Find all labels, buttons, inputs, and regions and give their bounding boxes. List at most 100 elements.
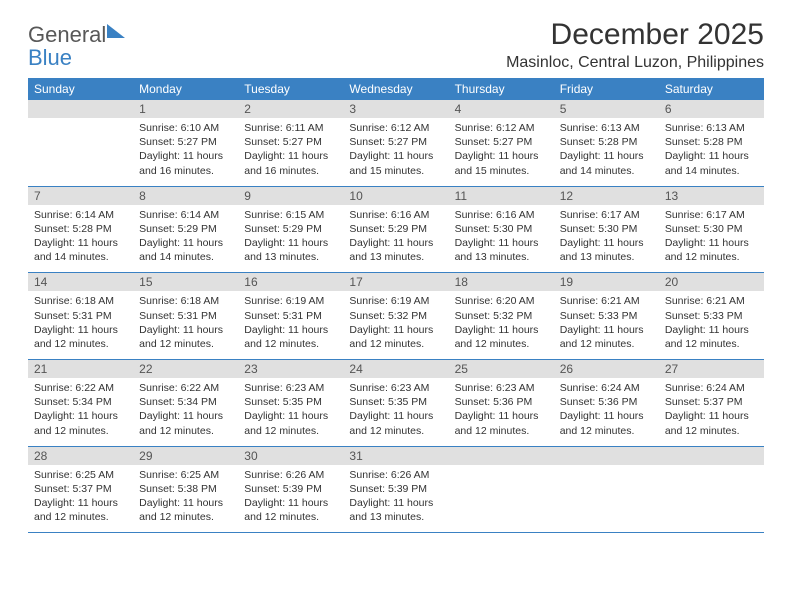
day-number: 22 xyxy=(133,360,238,378)
sunrise-text: Sunrise: 6:24 AM xyxy=(665,381,758,395)
sunrise-text: Sunrise: 6:17 AM xyxy=(665,208,758,222)
daylight-text: Daylight: 11 hours and 13 minutes. xyxy=(349,236,442,264)
day-cell: Sunrise: 6:24 AMSunset: 5:36 PMDaylight:… xyxy=(554,378,659,446)
sunset-text: Sunset: 5:28 PM xyxy=(665,135,758,149)
sunrise-text: Sunrise: 6:16 AM xyxy=(455,208,548,222)
sunset-text: Sunset: 5:30 PM xyxy=(455,222,548,236)
day-number: 18 xyxy=(449,273,554,291)
sunset-text: Sunset: 5:29 PM xyxy=(139,222,232,236)
sunrise-text: Sunrise: 6:21 AM xyxy=(665,294,758,308)
sunset-text: Sunset: 5:31 PM xyxy=(139,309,232,323)
sunrise-text: Sunrise: 6:10 AM xyxy=(139,121,232,135)
daylight-text: Daylight: 11 hours and 12 minutes. xyxy=(139,323,232,351)
sunrise-text: Sunrise: 6:19 AM xyxy=(244,294,337,308)
sunrise-text: Sunrise: 6:22 AM xyxy=(139,381,232,395)
daylight-text: Daylight: 11 hours and 15 minutes. xyxy=(349,149,442,177)
daylight-text: Daylight: 11 hours and 12 minutes. xyxy=(665,323,758,351)
sunrise-text: Sunrise: 6:13 AM xyxy=(560,121,653,135)
day-number: 30 xyxy=(238,447,343,465)
day-cell: Sunrise: 6:19 AMSunset: 5:31 PMDaylight:… xyxy=(238,291,343,359)
sunset-text: Sunset: 5:37 PM xyxy=(665,395,758,409)
sunrise-text: Sunrise: 6:26 AM xyxy=(244,468,337,482)
sunset-text: Sunset: 5:27 PM xyxy=(139,135,232,149)
day-number: 19 xyxy=(554,273,659,291)
day-number: 29 xyxy=(133,447,238,465)
day-cell: Sunrise: 6:16 AMSunset: 5:29 PMDaylight:… xyxy=(343,205,448,273)
day-number: 26 xyxy=(554,360,659,378)
day-number: 25 xyxy=(449,360,554,378)
day-number xyxy=(28,100,133,118)
sunrise-text: Sunrise: 6:25 AM xyxy=(139,468,232,482)
day-cell: Sunrise: 6:14 AMSunset: 5:28 PMDaylight:… xyxy=(28,205,133,273)
title-block: December 2025 Masinloc, Central Luzon, P… xyxy=(506,18,764,72)
day-cell: Sunrise: 6:22 AMSunset: 5:34 PMDaylight:… xyxy=(28,378,133,446)
day-number: 1 xyxy=(133,100,238,118)
daylight-text: Daylight: 11 hours and 16 minutes. xyxy=(244,149,337,177)
daylight-text: Daylight: 11 hours and 14 minutes. xyxy=(34,236,127,264)
day-number: 31 xyxy=(343,447,448,465)
logo: General Blue xyxy=(28,18,125,70)
day-cell: Sunrise: 6:26 AMSunset: 5:39 PMDaylight:… xyxy=(343,465,448,533)
sunrise-text: Sunrise: 6:12 AM xyxy=(455,121,548,135)
sunset-text: Sunset: 5:38 PM xyxy=(139,482,232,496)
day-cell: Sunrise: 6:16 AMSunset: 5:30 PMDaylight:… xyxy=(449,205,554,273)
sunrise-text: Sunrise: 6:12 AM xyxy=(349,121,442,135)
day-number: 9 xyxy=(238,187,343,205)
sunset-text: Sunset: 5:34 PM xyxy=(139,395,232,409)
logo-text-blue: Blue xyxy=(28,45,72,70)
sunrise-text: Sunrise: 6:19 AM xyxy=(349,294,442,308)
day-cell: Sunrise: 6:21 AMSunset: 5:33 PMDaylight:… xyxy=(659,291,764,359)
daylight-text: Daylight: 11 hours and 12 minutes. xyxy=(349,409,442,437)
day-number xyxy=(659,447,764,465)
sunrise-text: Sunrise: 6:23 AM xyxy=(349,381,442,395)
day-number xyxy=(449,447,554,465)
day-cell: Sunrise: 6:20 AMSunset: 5:32 PMDaylight:… xyxy=(449,291,554,359)
day-number-row: 78910111213 xyxy=(28,187,764,205)
day-cell: Sunrise: 6:13 AMSunset: 5:28 PMDaylight:… xyxy=(554,118,659,186)
weekday-sunday: Sunday xyxy=(28,78,133,100)
daylight-text: Daylight: 11 hours and 12 minutes. xyxy=(139,496,232,524)
daylight-text: Daylight: 11 hours and 12 minutes. xyxy=(34,323,127,351)
day-number: 23 xyxy=(238,360,343,378)
sunset-text: Sunset: 5:30 PM xyxy=(665,222,758,236)
daylight-text: Daylight: 11 hours and 12 minutes. xyxy=(34,496,127,524)
day-cell: Sunrise: 6:26 AMSunset: 5:39 PMDaylight:… xyxy=(238,465,343,533)
sunrise-text: Sunrise: 6:11 AM xyxy=(244,121,337,135)
daylight-text: Daylight: 11 hours and 12 minutes. xyxy=(244,496,337,524)
sunset-text: Sunset: 5:35 PM xyxy=(349,395,442,409)
day-number: 13 xyxy=(659,187,764,205)
weekday-friday: Friday xyxy=(554,78,659,100)
sunset-text: Sunset: 5:39 PM xyxy=(349,482,442,496)
day-cell: Sunrise: 6:10 AMSunset: 5:27 PMDaylight:… xyxy=(133,118,238,186)
day-number-row: 123456 xyxy=(28,100,764,118)
day-number: 7 xyxy=(28,187,133,205)
day-number: 20 xyxy=(659,273,764,291)
weeks-container: 123456Sunrise: 6:10 AMSunset: 5:27 PMDay… xyxy=(28,100,764,533)
month-title: December 2025 xyxy=(506,18,764,52)
daylight-text: Daylight: 11 hours and 12 minutes. xyxy=(455,323,548,351)
day-cell: Sunrise: 6:17 AMSunset: 5:30 PMDaylight:… xyxy=(659,205,764,273)
sunset-text: Sunset: 5:29 PM xyxy=(244,222,337,236)
weekday-tuesday: Tuesday xyxy=(238,78,343,100)
day-cell: Sunrise: 6:22 AMSunset: 5:34 PMDaylight:… xyxy=(133,378,238,446)
day-number: 27 xyxy=(659,360,764,378)
day-number: 24 xyxy=(343,360,448,378)
calendar-page: General Blue December 2025 Masinloc, Cen… xyxy=(0,0,792,533)
sunrise-text: Sunrise: 6:18 AM xyxy=(139,294,232,308)
day-number: 10 xyxy=(343,187,448,205)
sunset-text: Sunset: 5:34 PM xyxy=(34,395,127,409)
day-cell: Sunrise: 6:23 AMSunset: 5:35 PMDaylight:… xyxy=(343,378,448,446)
day-cell: Sunrise: 6:14 AMSunset: 5:29 PMDaylight:… xyxy=(133,205,238,273)
week-row: Sunrise: 6:10 AMSunset: 5:27 PMDaylight:… xyxy=(28,118,764,187)
sunrise-text: Sunrise: 6:20 AM xyxy=(455,294,548,308)
daylight-text: Daylight: 11 hours and 16 minutes. xyxy=(139,149,232,177)
sunset-text: Sunset: 5:28 PM xyxy=(560,135,653,149)
day-number-row: 28293031 xyxy=(28,447,764,465)
weekday-monday: Monday xyxy=(133,78,238,100)
sunset-text: Sunset: 5:32 PM xyxy=(455,309,548,323)
day-cell xyxy=(554,465,659,533)
sunset-text: Sunset: 5:39 PM xyxy=(244,482,337,496)
sunset-text: Sunset: 5:28 PM xyxy=(34,222,127,236)
logo-triangle-icon xyxy=(107,24,125,38)
daylight-text: Daylight: 11 hours and 13 minutes. xyxy=(455,236,548,264)
